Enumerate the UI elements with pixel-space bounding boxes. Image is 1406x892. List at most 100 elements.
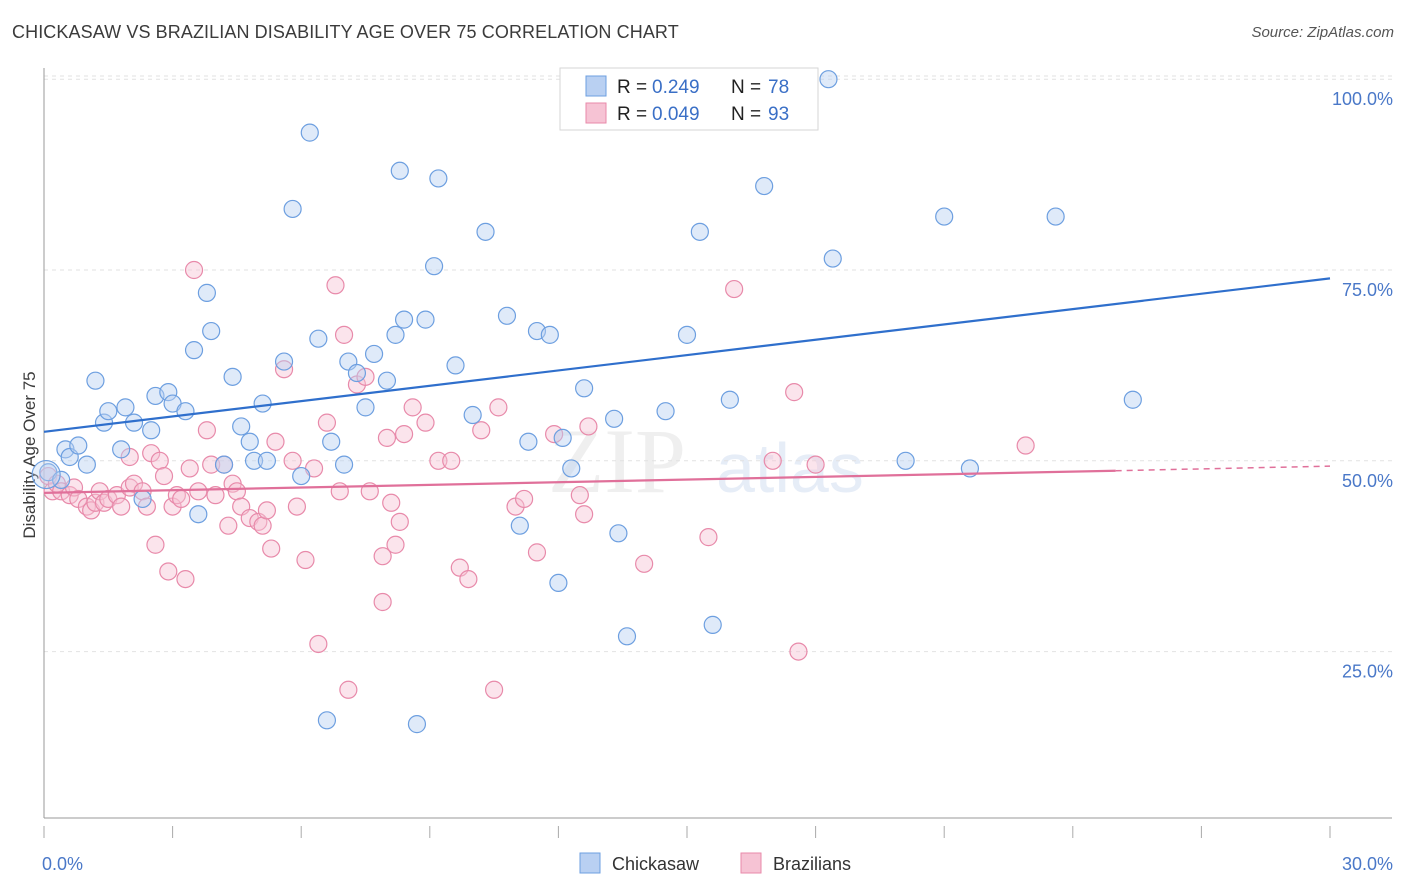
brazilians-point — [635, 554, 654, 573]
chickasaw-point — [1123, 390, 1142, 409]
chickasaw-point — [112, 440, 131, 459]
legend-n-label-brazilians: N = — [731, 104, 761, 125]
chickasaw-point — [755, 176, 774, 196]
chickasaw-point — [214, 455, 234, 474]
chickasaw-point-cluster — [31, 459, 61, 490]
chickasaw-points — [31, 70, 1142, 734]
brazilians-point — [485, 680, 504, 699]
chickasaw-point — [463, 405, 482, 425]
brazilians-point — [159, 562, 178, 581]
brazilians-point — [725, 279, 744, 299]
brazilians-point — [390, 512, 409, 531]
chickasaw-point — [617, 627, 637, 646]
chickasaw-trend-line — [43, 277, 1331, 433]
chickasaw-point — [575, 379, 594, 398]
y-tick-labels: 25.0% 50.0% 75.0% 100.0% — [1332, 89, 1393, 681]
brazilians-point — [287, 497, 307, 516]
chickasaw-point — [116, 398, 135, 417]
brazilians-point — [262, 539, 281, 558]
chickasaw-point — [300, 123, 319, 142]
legend-r-value-chickasaw: 0.249 — [652, 77, 700, 98]
brazilians-point — [257, 501, 277, 520]
brazilians-point — [763, 451, 782, 470]
series-legend-swatch-brazilians — [740, 852, 762, 874]
chickasaw-point — [390, 161, 409, 180]
brazilians-points — [39, 260, 1035, 699]
chickasaw-point — [394, 310, 414, 329]
chickasaw-point — [223, 367, 242, 386]
brazilians-point — [172, 489, 191, 509]
axes — [43, 68, 1392, 819]
chickasaw-point — [69, 436, 88, 455]
chickasaw-point — [283, 199, 302, 219]
brazilians-point — [189, 482, 208, 501]
y-tick-label: 25.0% — [1342, 662, 1393, 682]
chickasaw-point — [274, 352, 294, 371]
chickasaw-point — [823, 249, 842, 268]
chickasaw-point — [429, 169, 448, 188]
chickasaw-point — [159, 383, 178, 402]
trend-lines — [43, 277, 1331, 494]
legend-r-value-brazilians: 0.049 — [652, 104, 700, 125]
brazilians-point — [146, 535, 165, 554]
legend-n-value-brazilians: 93 — [768, 104, 789, 125]
brazilians-point — [227, 482, 246, 501]
chickasaw-point — [257, 451, 277, 470]
brazilians-point — [150, 451, 169, 470]
series-legend-swatch-chickasaw — [579, 852, 601, 874]
brazilians-point — [356, 367, 375, 386]
chickasaw-point — [176, 402, 195, 421]
brazilians-point — [253, 516, 272, 535]
brazilians-point — [326, 276, 345, 295]
brazilians-point — [219, 516, 238, 535]
chickasaw-point — [446, 356, 465, 375]
brazilians-point — [570, 486, 589, 505]
chickasaw-point — [553, 428, 572, 448]
watermark-atlas: atlas — [716, 429, 864, 507]
brazilians-point — [309, 634, 328, 654]
brazilians-point — [339, 680, 358, 699]
chickasaw-point — [476, 222, 495, 241]
legend-n-label-chickasaw: N = — [731, 77, 761, 98]
chickasaw-point — [562, 459, 581, 478]
legend-n-value-chickasaw: 78 — [768, 77, 789, 98]
chickasaw-point — [317, 711, 337, 730]
series-legend: Chickasaw Brazilians — [579, 852, 851, 874]
brazilians-point — [472, 421, 491, 440]
chickasaw-point — [690, 222, 709, 241]
chickasaw-point — [896, 451, 915, 470]
chickasaw-point — [364, 344, 384, 364]
chickasaw-point — [540, 325, 559, 344]
chickasaw-point — [99, 402, 118, 421]
brazilians-point — [202, 455, 221, 474]
stats-legend: R = 0.249 N = 78 R = 0.049 N = 93 — [559, 67, 819, 131]
brazilians-point — [334, 325, 354, 344]
brazilians-point — [377, 428, 397, 448]
chickasaw-point — [677, 325, 697, 344]
brazilians-point — [429, 451, 448, 470]
chickasaw-point — [197, 283, 216, 302]
chickasaw-point — [184, 341, 204, 360]
brazilians-point — [515, 489, 534, 509]
brazilians-point — [112, 497, 131, 516]
y-axis-label: Disability Age Over 75 — [20, 371, 39, 538]
brazilians-point — [266, 432, 285, 451]
brazilians-point — [176, 569, 195, 589]
brazilians-point — [442, 451, 461, 470]
y-tick-label: 75.0% — [1342, 280, 1393, 300]
brazilians-point — [283, 451, 302, 470]
legend-swatch-brazilians — [585, 102, 607, 124]
brazilians-point — [206, 486, 225, 505]
chickasaw-point — [1046, 207, 1065, 226]
brazilians-point — [527, 543, 547, 562]
brazilians-trend-line — [43, 469, 1116, 494]
x-tick-label-max: 30.0% — [1342, 854, 1393, 874]
brazilians-point — [403, 398, 422, 417]
chickasaw-point — [386, 325, 405, 344]
chickasaw-point — [232, 417, 251, 436]
chickasaw-point — [86, 371, 105, 390]
chickasaw-point — [133, 489, 152, 509]
chickasaw-point — [935, 207, 954, 226]
brazilians-point — [382, 493, 401, 512]
